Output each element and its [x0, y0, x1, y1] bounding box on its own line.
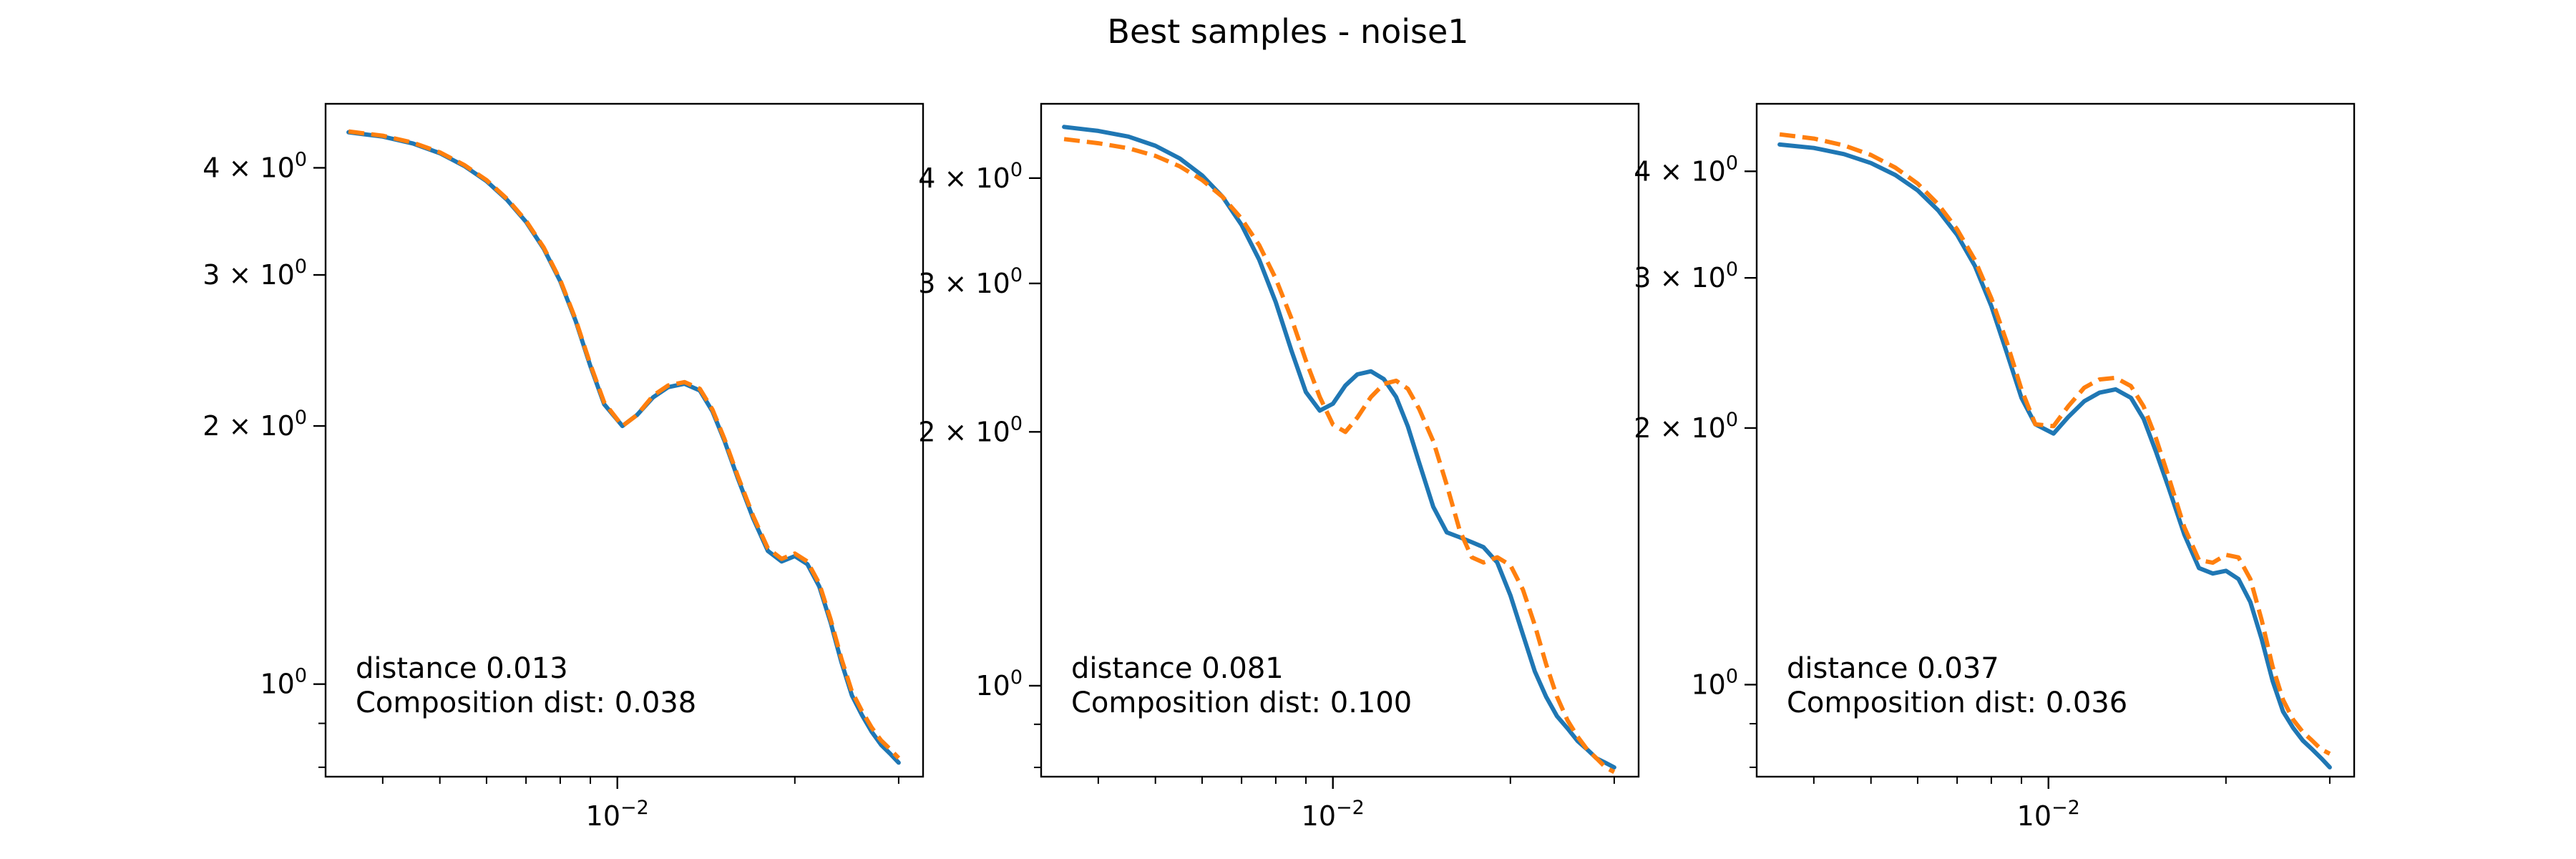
y-tick-label: 2 × 100: [203, 407, 307, 442]
y-tick-label: 2 × 100: [918, 412, 1023, 447]
composition-dist-annotation: Composition dist: 0.036: [1787, 686, 2127, 719]
distance-annotation: distance 0.081: [1071, 652, 1284, 685]
figure-title: Best samples - noise1: [1107, 12, 1468, 51]
y-tick-label: 4 × 100: [203, 148, 307, 183]
axes-frame: [1040, 102, 1640, 778]
distance-annotation: distance 0.013: [356, 652, 568, 685]
y-tick-label: 4 × 100: [918, 159, 1023, 194]
axes-frame: [1755, 102, 2356, 778]
distance-annotation: distance 0.037: [1787, 652, 1999, 685]
series-line-dashed: [348, 129, 901, 760]
axes-frame: [324, 102, 924, 778]
series-line-dashed: [1779, 132, 2331, 756]
series-line-solid: [1062, 125, 1616, 770]
y-tick-label: 3 × 100: [1634, 258, 1738, 293]
y-tick-label: 100: [1691, 665, 1738, 700]
chart-panel-2: 10−2 4 × 100 3 × 100 2 × 100 100 distance 0.0…: [918, 102, 1640, 832]
series-line-solid: [1777, 142, 2332, 770]
x-tick-label: 10−2: [586, 797, 649, 832]
composition-dist-annotation: Composition dist: 0.038: [356, 686, 696, 719]
x-tick-label: 10−2: [1302, 797, 1365, 832]
chart-panel-1: 10−2 4 × 100 3 × 100 2 × 100 100 distance 0.0…: [203, 102, 924, 832]
chart-panel-3: 10−2 4 × 100 3 × 100 2 × 100 100 distance 0.0…: [1634, 102, 2356, 832]
composition-dist-annotation: Composition dist: 0.100: [1071, 686, 1412, 719]
y-tick-label: 3 × 100: [918, 264, 1023, 299]
y-tick-label: 100: [260, 665, 307, 700]
y-tick-label: 4 × 100: [1634, 152, 1738, 187]
y-tick-label: 2 × 100: [1634, 409, 1738, 444]
y-tick-label: 3 × 100: [203, 256, 307, 291]
y-tick-label: 100: [975, 666, 1023, 702]
x-tick-label: 10−2: [2017, 797, 2080, 832]
